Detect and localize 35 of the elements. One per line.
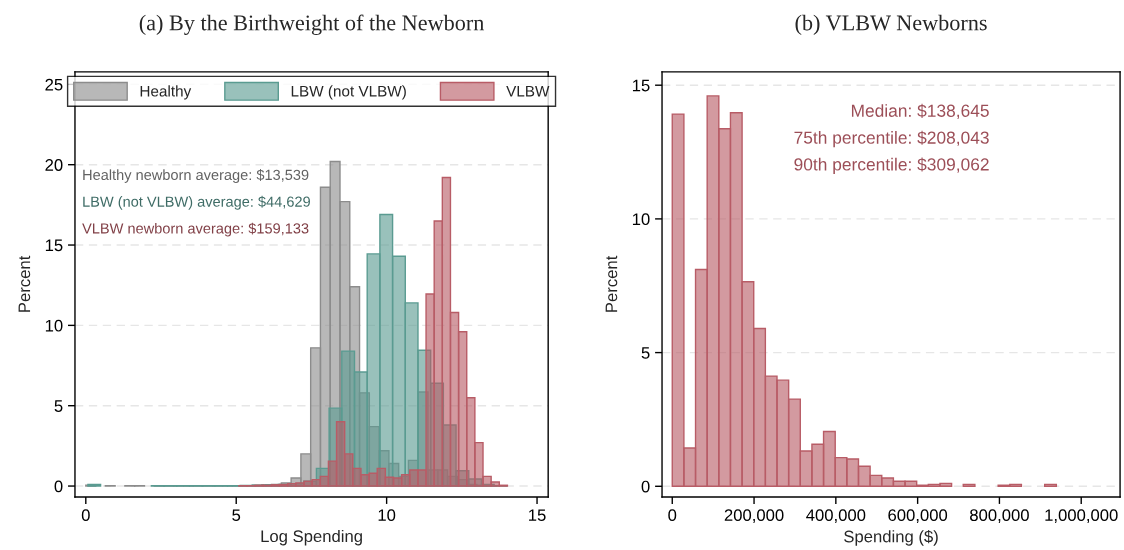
x-axis-title: Spending ($) — [844, 529, 938, 546]
chart-title: (b) VLBW Newborns — [795, 14, 987, 35]
x-tick-label: 0 — [668, 509, 677, 522]
x-tick-label: 400,000 — [806, 509, 866, 523]
annotation: LBW (not VLBW) average: $44,629 — [83, 195, 310, 210]
x-tick-label: 5 — [232, 509, 241, 522]
y-tick-label: 15 — [632, 79, 650, 92]
y-tick-label: 10 — [632, 213, 650, 226]
x-tick-label: 600,000 — [888, 509, 948, 523]
y-tick-label: 10 — [45, 319, 63, 332]
annotation: 75th percentile: $208,043 — [794, 130, 989, 148]
chart-title: (a) By the Birthweight of the Newborn — [139, 14, 485, 35]
y-tick-label: 0 — [641, 480, 650, 493]
x-tick-label: 15 — [529, 509, 546, 522]
legend-label: Healthy — [140, 85, 192, 100]
x-tick-label: 0 — [81, 509, 90, 522]
y-axis-title: Percent — [18, 255, 31, 312]
y-axis-title: Percent — [605, 255, 618, 312]
x-tick-label: 10 — [378, 509, 396, 522]
legend-label: VLBW — [506, 85, 550, 97]
y-tick-label: 5 — [641, 347, 650, 359]
x-axis-title: Log Spending — [261, 529, 362, 546]
x-tick-label: 200,000 — [724, 509, 784, 523]
annotation: Median: $138,645 — [851, 103, 989, 119]
y-tick-label: 5 — [54, 400, 63, 412]
annotation: VLBW newborn average: $159,133 — [82, 222, 309, 237]
y-tick-label: 25 — [45, 78, 63, 91]
annotation: Healthy newborn average: $13,539 — [83, 169, 309, 183]
annotation: 90th percentile: $309,062 — [794, 157, 989, 175]
y-tick-label: 0 — [54, 480, 63, 493]
x-tick-label: 800,000 — [970, 509, 1029, 523]
x-tick-label: 1,000,000 — [1045, 509, 1118, 523]
y-tick-label: 20 — [45, 159, 63, 171]
y-tick-label: 15 — [45, 239, 63, 252]
legend-label: LBW (not VLBW) — [291, 85, 406, 100]
